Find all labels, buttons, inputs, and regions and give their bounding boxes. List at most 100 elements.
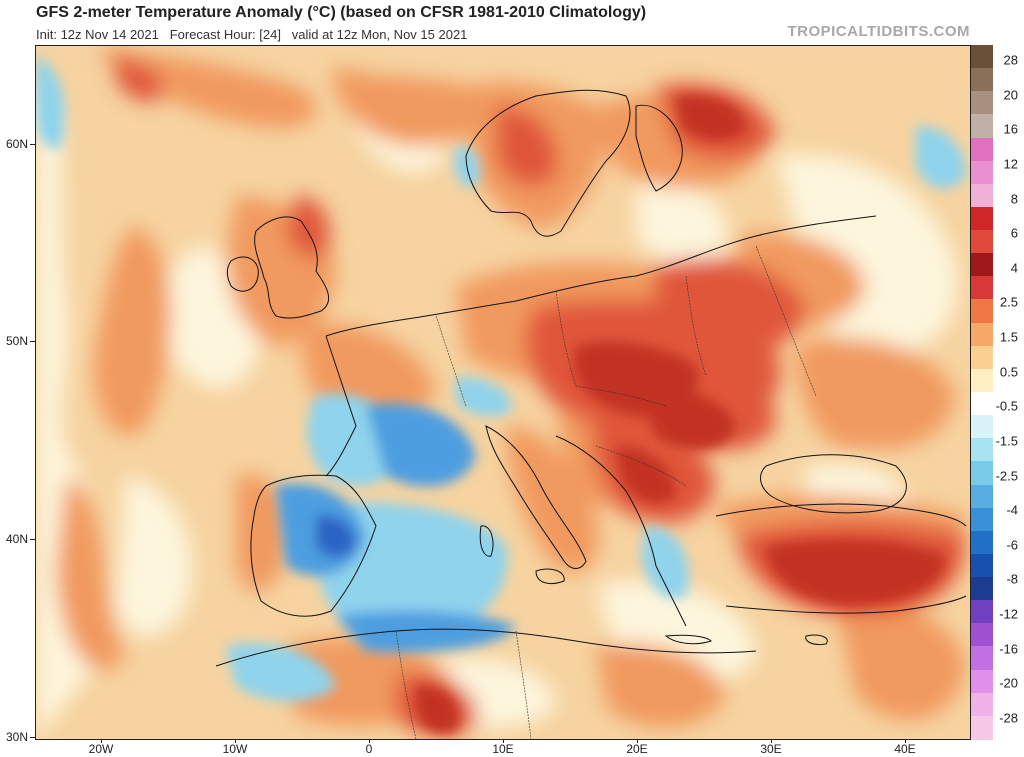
colorbar-swatch [971,530,993,555]
colorbar [970,45,993,740]
lat-tick [30,341,35,342]
colorbar-swatch [971,692,993,717]
colorbar-label: 28 [1003,52,1018,68]
lon-tick [771,739,772,743]
colorbar-label: -6 [1006,537,1018,553]
lon-tick [101,739,102,743]
lat-label-50n: 50N [5,334,28,348]
coast-finland [635,104,683,192]
coast-scandinavia [465,89,631,237]
coast-italy [485,425,587,569]
neutral-baltic [636,184,728,265]
colorbar-label: -28 [999,710,1018,726]
colorbar-label: 8 [1010,191,1018,207]
colorbar-swatch [971,137,993,162]
very-hot-finland [676,95,746,141]
colorbar-swatch [971,114,993,139]
site-watermark: TROPICALTIDBITS.COM [787,23,970,40]
warm-atlantic-sw [56,476,126,671]
map-title: GFS 2-meter Temperature Anomaly (°C) (ba… [36,4,647,21]
hot-scandinavia [496,106,558,187]
warm-italy [506,426,599,573]
coast-ireland [226,256,259,292]
colorbar-swatch [971,484,993,509]
cool-greece [641,526,689,599]
coast-france-biscay [325,335,357,477]
warm-russia-south [796,338,956,450]
lon-label-10w: 10W [222,742,248,756]
lat-tick [30,539,35,540]
lon-tick [369,739,370,743]
coast-sardinia [479,525,494,557]
colorbar-swatch [971,230,993,254]
cool-alps [456,376,512,417]
lon-label-10e: 10E [492,742,514,756]
map-subtitle: Init: 12z Nov 14 2021 Forecast Hour: [24… [36,27,468,42]
coast-britain [254,216,330,319]
lat-tick [30,144,35,145]
border-poland-ukraine [685,275,707,377]
colorbar-label: 6 [1010,225,1018,241]
colorbar-swatch [971,415,993,439]
very-cold-iberia-interior [316,515,356,558]
colorbar-label: 2.5 [999,294,1018,310]
cool-greenland-sea [36,56,65,149]
colorbar-label: -1.5 [995,433,1018,449]
lat-tick [30,737,35,738]
colorbar-swatch [971,577,993,601]
border-north-africa [395,630,532,739]
cool-russia-north [916,126,966,189]
lon-label-20e: 20E [626,742,648,756]
strong-anomaly-cores [36,56,966,734]
lon-label-20w: 20W [88,742,114,756]
very-hot-balkans [616,446,676,504]
border-france-germany [435,315,467,407]
country-borders [395,245,817,739]
very-hot-hungary [636,386,736,450]
colorbar-swatch [971,623,993,648]
coast-crete [664,634,712,645]
cool-atlas [226,643,336,701]
anomaly-fields [36,46,966,739]
colorbar-swatch [971,669,993,694]
lon-tick [503,739,504,743]
colorbar-label: 20 [1003,87,1018,103]
cold-southern-france [366,403,476,487]
very-hot-sahara [416,685,459,734]
colorbar-label: -12 [999,606,1018,622]
warm-norwegian-sea [333,66,506,146]
lon-label-0: 0 [365,742,373,756]
coastlines [215,89,967,667]
colorbar-label: 12 [1003,156,1018,172]
colorbar-swatch [971,253,993,277]
coast-balkans [555,435,687,627]
colorbar-swatch [971,206,993,231]
hot-poland-east [653,258,806,350]
anomaly-map [35,45,971,740]
neutral-atlantic-south [116,476,193,636]
colorbar-swatch [971,438,993,462]
colorbar-swatch [971,160,993,185]
cold-north-africa-coast [336,610,516,653]
lon-tick [235,739,236,743]
anomaly-map-canvas [36,46,970,739]
colorbar-swatch [971,322,993,347]
colorbar-swatch [971,507,993,532]
lon-label-30e: 30E [760,742,782,756]
warm-sahara-east [596,643,726,728]
colorbar-swatch [971,299,993,324]
colorbar-label: -4 [1006,502,1018,518]
hot-greenland-coast [114,56,164,102]
lat-label-40n: 40N [5,532,28,546]
lon-tick [905,739,906,743]
colorbar-label: 4 [1010,260,1018,276]
colorbar-swatch [971,345,993,370]
border-germany-poland [555,290,577,387]
colorbar-swatch [971,368,993,393]
colorbar-label: -2.5 [995,468,1018,484]
colorbar-label: -16 [999,641,1018,657]
coast-sicily [535,568,565,584]
coast-continental-north [325,215,877,337]
colorbar-label: -8 [1006,571,1018,587]
lon-label-40e: 40E [894,742,916,756]
